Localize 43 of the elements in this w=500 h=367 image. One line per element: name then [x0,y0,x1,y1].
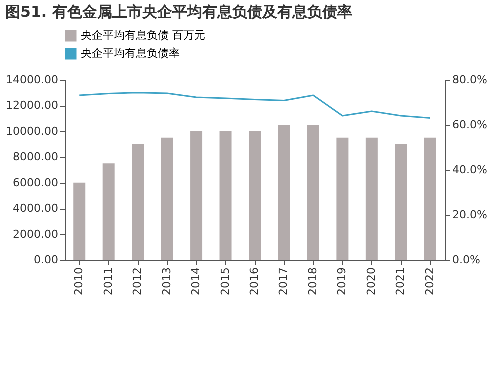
x-tick-label: 2017 [277,268,290,296]
x-tick-label: 2014 [190,268,203,296]
y-tick-label: 4000.00 [13,202,58,216]
x-tick-label: 2012 [131,268,144,296]
y2-tick-label: 80.0% [452,74,488,86]
bar [424,138,436,260]
x-tick-label: 2016 [248,268,261,296]
bar [102,164,115,260]
x-tick-label: 2010 [72,268,86,296]
bar [249,131,261,260]
bar [278,125,290,260]
y-tick-label: 12000.00 [6,99,58,112]
bar [307,125,320,260]
x-tick-label: 2015 [218,268,232,296]
y-tick-label: 0.00 [34,254,58,266]
bar [395,144,408,260]
y2-tick-label: 60.0% [452,118,488,132]
y2-tick-label: 0.0% [452,254,480,266]
x-tick-label: 2011 [102,268,115,296]
bar [190,131,203,260]
bar [336,138,349,260]
y-tick-label: 14000.00 [6,74,58,86]
legend-label: 央企平均有息负债 百万元 [81,29,206,42]
y-tick-label: 2000.00 [13,228,58,241]
x-tick-label: 2022 [423,268,436,296]
y-tick-label: 8000.00 [13,150,58,164]
y2-tick-label: 20.0% [452,208,488,222]
y-tick-label: 10000.00 [6,124,58,138]
y-tick-label: 6000.00 [13,176,58,190]
bar [161,138,174,260]
chart-title: 图51. 有色金属上市央企平均有息负债及有息负债率 [6,3,352,21]
legend-label: 央企平均有息负债率 [81,47,180,60]
x-tick-label: 2020 [364,268,378,296]
line-series [78,92,432,119]
x-tick-label: 2021 [394,268,408,296]
x-tick-label: 2019 [336,268,349,296]
x-tick-label: 2013 [160,268,174,296]
y2-tick-label: 40.0% [452,164,488,176]
bar [132,144,144,260]
bar [220,131,232,260]
bar [74,182,86,260]
x-tick-label: 2018 [306,268,320,296]
bar [366,138,378,260]
